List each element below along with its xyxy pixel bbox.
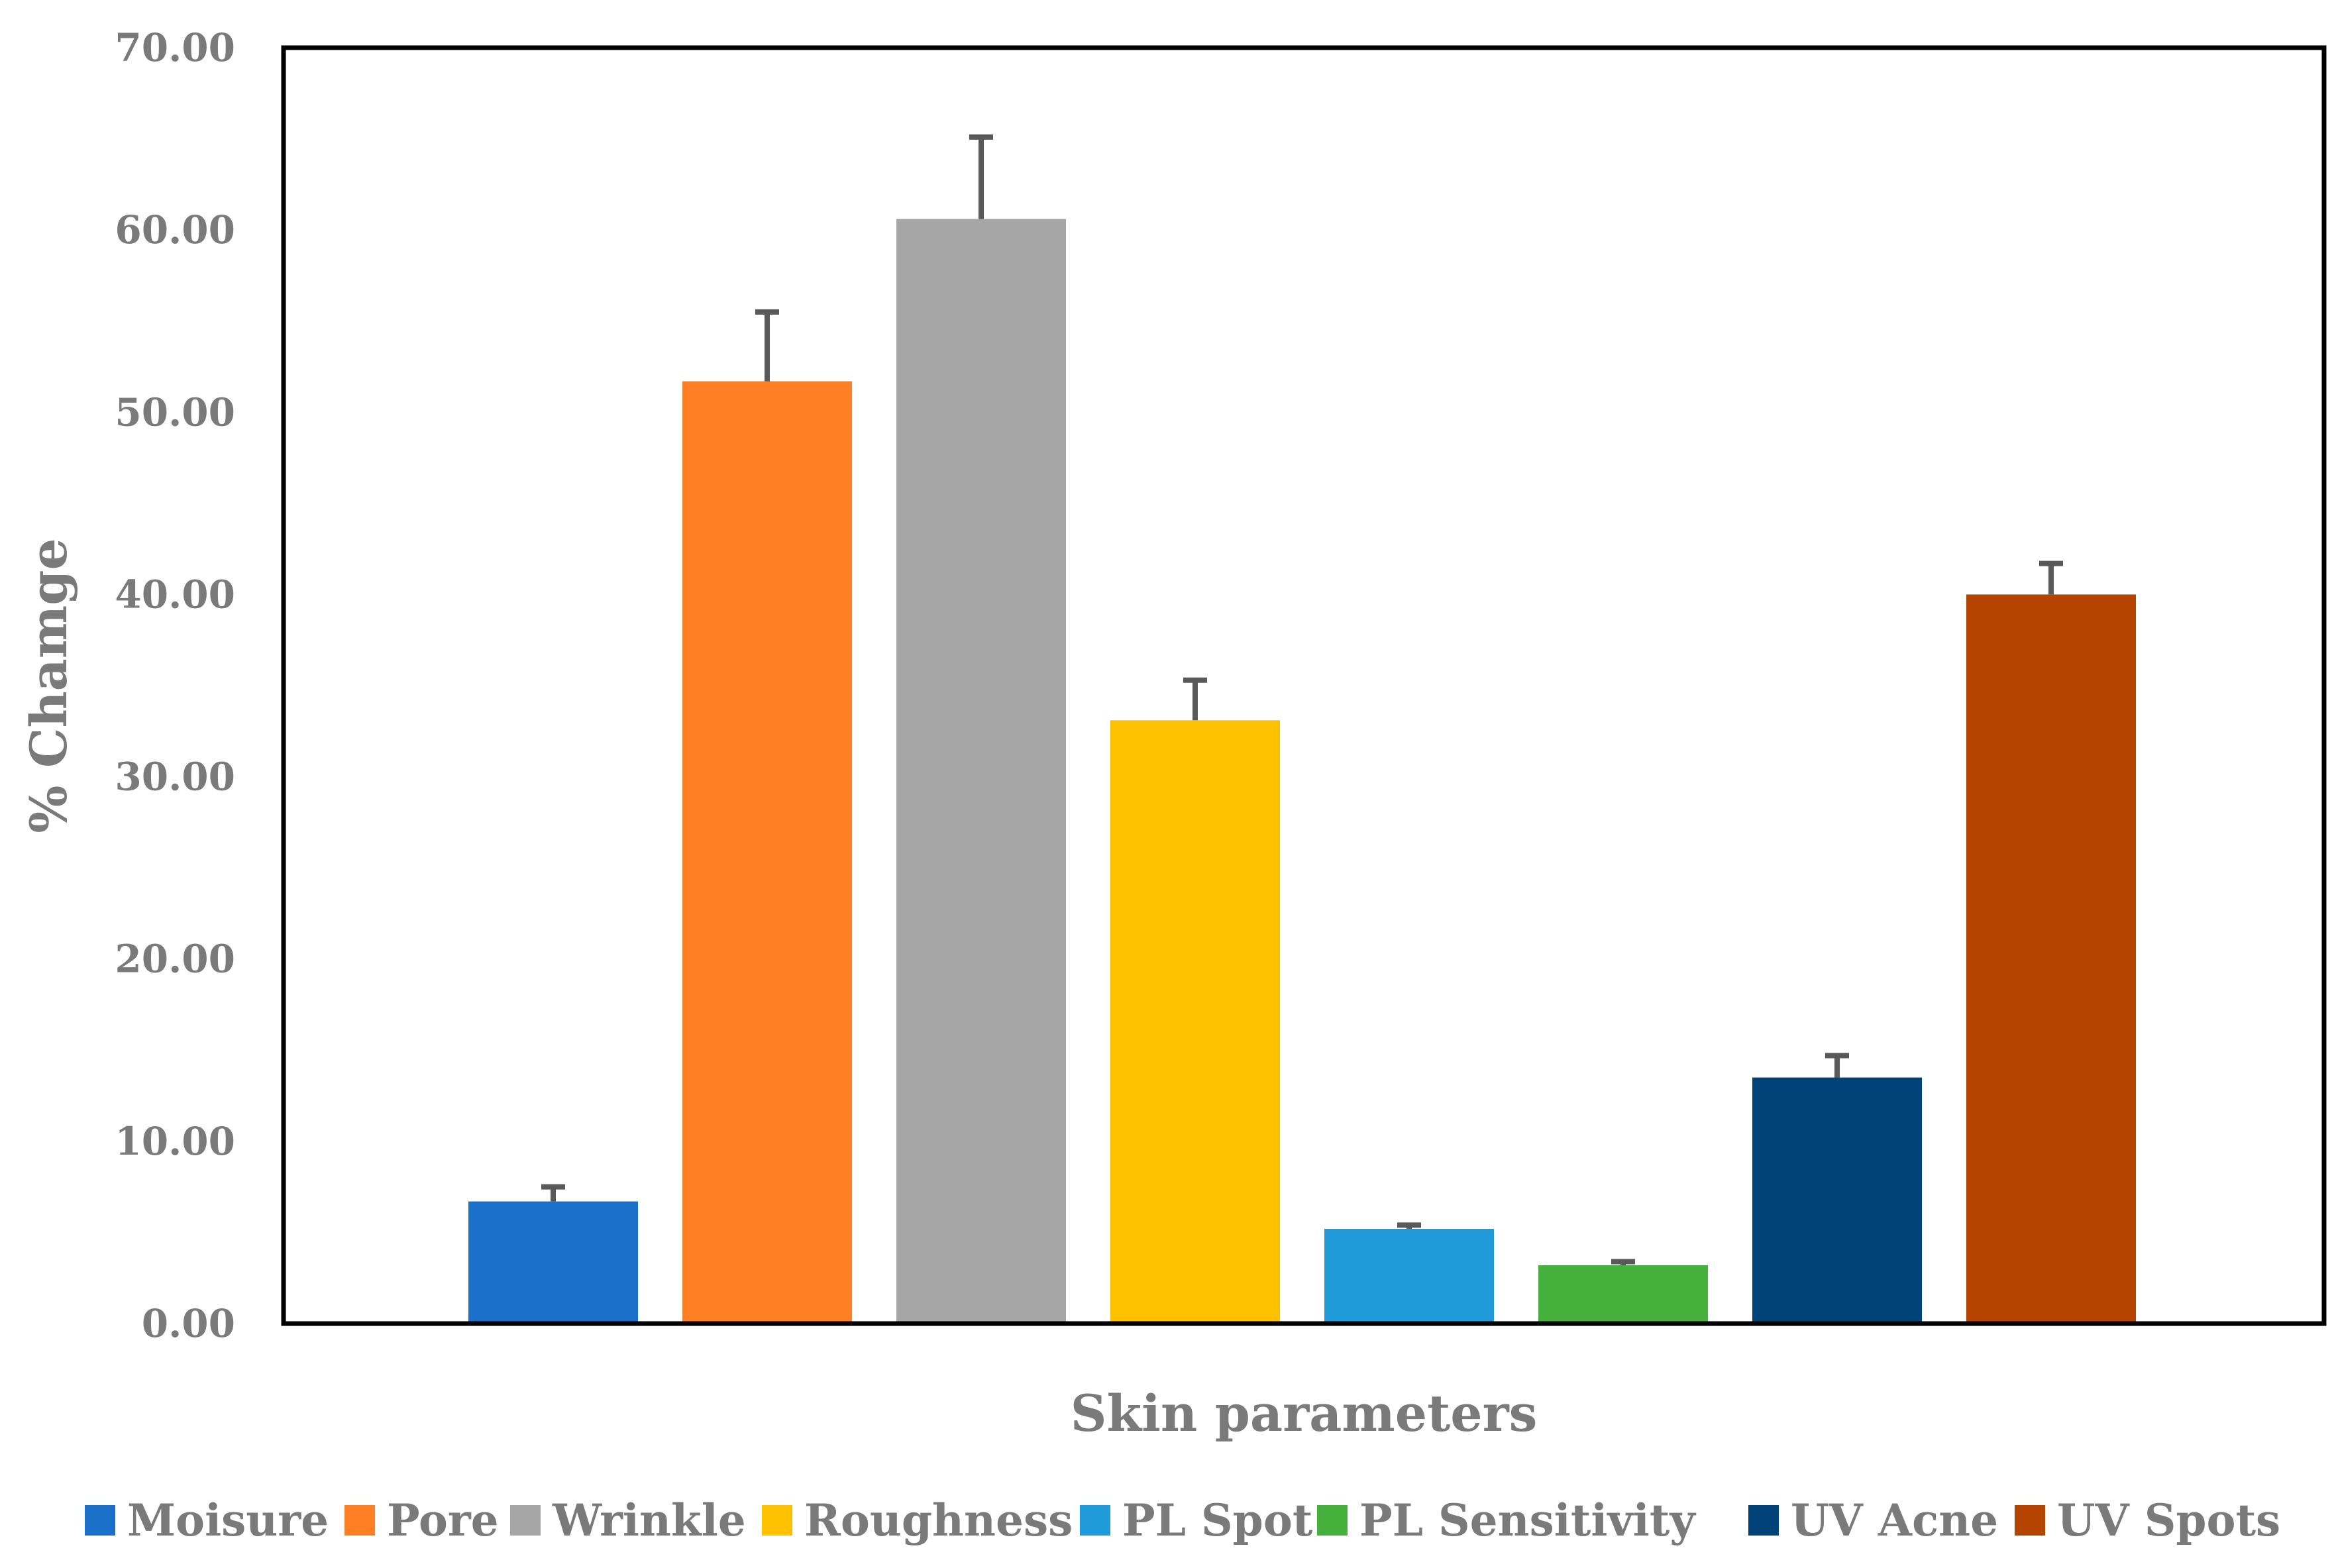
legend-swatch	[1317, 1505, 1348, 1536]
bar-moisure	[468, 1201, 638, 1324]
legend-swatch	[344, 1505, 375, 1536]
legend-label: Moisure	[127, 1494, 329, 1546]
legend-item-pl-sensitivity: PL Sensitivity	[1317, 1494, 1696, 1546]
y-tick-label: 60.00	[115, 207, 235, 252]
bar-pl-sensitivity	[1538, 1265, 1708, 1324]
y-tick-label: 40.00	[115, 572, 235, 617]
legend-swatch	[85, 1505, 115, 1536]
legend-item-moisure: Moisure	[85, 1494, 329, 1546]
error-bar	[541, 1184, 565, 1202]
y-tick-label: 20.00	[115, 937, 235, 982]
legend-item-pore: Pore	[344, 1494, 499, 1546]
bar-wrinkle	[896, 219, 1066, 1324]
legend-label: PL Sensitivity	[1359, 1494, 1696, 1546]
legend-label: UV Acne	[1791, 1494, 1998, 1546]
y-tick-label: 0.00	[142, 1301, 235, 1346]
x-axis-title: Skin parameters	[1071, 1384, 1538, 1443]
y-tick-label: 30.00	[115, 755, 235, 800]
legend-item-pl-spot: PL Spot	[1080, 1494, 1313, 1546]
legend-label: Pore	[387, 1494, 499, 1546]
error-bar	[1611, 1259, 1635, 1265]
plot-area-frame	[281, 45, 2327, 1326]
legend-label: Wrinkle	[552, 1494, 746, 1546]
legend-swatch	[1748, 1505, 1779, 1536]
legend-item-wrinkle: Wrinkle	[510, 1494, 746, 1546]
y-tick-label: 50.00	[115, 390, 235, 435]
bar-uv-spots	[1966, 594, 2136, 1324]
error-bar	[755, 309, 779, 382]
legend: Moisure Pore Wrinkle Roughness PL Spot PL Sen…	[85, 1494, 2280, 1546]
legend-label: PL Spot	[1122, 1494, 1313, 1546]
y-tick-label: 70.00	[115, 25, 235, 70]
error-bar	[1183, 677, 1207, 721]
legend-swatch	[1080, 1505, 1110, 1536]
y-axis-title: % Chamge	[19, 538, 78, 833]
y-axis-ticks: 0.00 10.00 20.00 30.00 40.00 50.00 60.00 70.00	[115, 25, 235, 1346]
bar-pl-spot	[1324, 1228, 1494, 1324]
legend-swatch	[510, 1505, 541, 1536]
legend-item-uv-spots: UV Spots	[2015, 1494, 2280, 1546]
bar-pore	[682, 381, 852, 1324]
legend-swatch	[2015, 1505, 2045, 1536]
error-bar	[2039, 560, 2063, 595]
legend-item-uv-acne: UV Acne	[1748, 1494, 1998, 1546]
bar-uv-acne	[1752, 1077, 1922, 1324]
error-bar	[1397, 1222, 1421, 1229]
bars	[468, 219, 2136, 1324]
error-bars	[541, 134, 2063, 1265]
bar-roughness	[1110, 720, 1280, 1324]
legend-item-roughness: Roughness	[762, 1494, 1073, 1546]
legend-swatch	[762, 1505, 792, 1536]
y-tick-label: 10.00	[115, 1119, 235, 1164]
legend-label: UV Spots	[2057, 1494, 2280, 1546]
error-bar	[969, 134, 993, 219]
legend-label: Roughness	[804, 1494, 1073, 1546]
error-bar	[1825, 1053, 1849, 1078]
